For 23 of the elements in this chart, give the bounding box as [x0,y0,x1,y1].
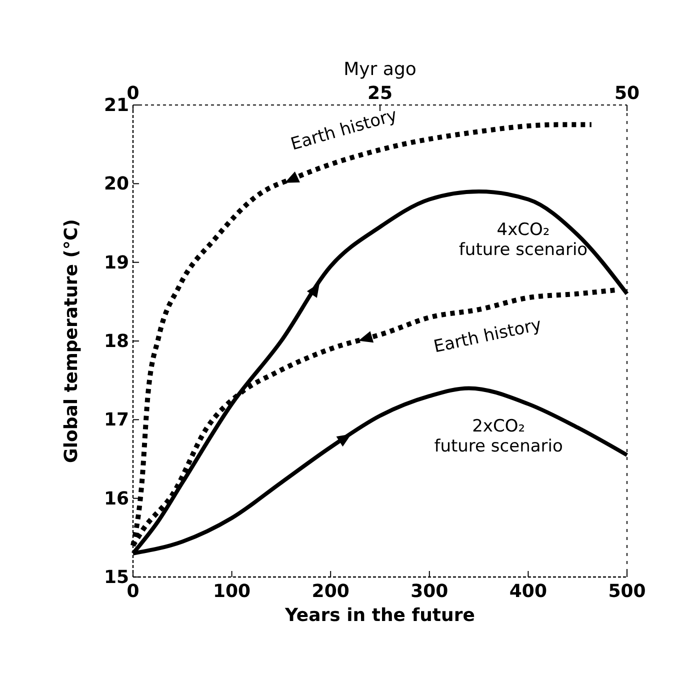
x2-tick-label: 0 [126,83,140,104]
x2-tick-label: 50 [614,83,640,104]
series-label: 4xCO₂ future scenario [458,220,588,260]
x-tick-label: 200 [312,581,350,602]
y-tick-label: 15 [104,567,129,588]
x2-tick-label: 25 [367,83,393,104]
x2-axis-title: Myr ago [344,59,416,80]
y-tick-label: 17 [104,410,129,431]
x-tick-label: 300 [410,581,448,602]
x-tick-label: 0 [126,581,140,602]
y-tick-label: 19 [104,252,129,274]
x-tick-label: 400 [509,581,547,602]
x-tick-label: 100 [213,581,251,602]
x-axis-title: Years in the future [284,605,475,626]
x-tick-label: 500 [608,581,646,602]
text: Earth history [288,105,400,155]
series-label: 2xCO₂ future scenario [434,416,563,456]
y-tick-label: 20 [104,174,129,195]
y-axis-title: Global temperature (°C) [61,219,82,463]
y-tick-label: 21 [104,95,129,116]
y-tick-label: 18 [104,331,129,352]
text: Earth history [432,314,544,358]
y-tick-label: 16 [104,488,129,510]
